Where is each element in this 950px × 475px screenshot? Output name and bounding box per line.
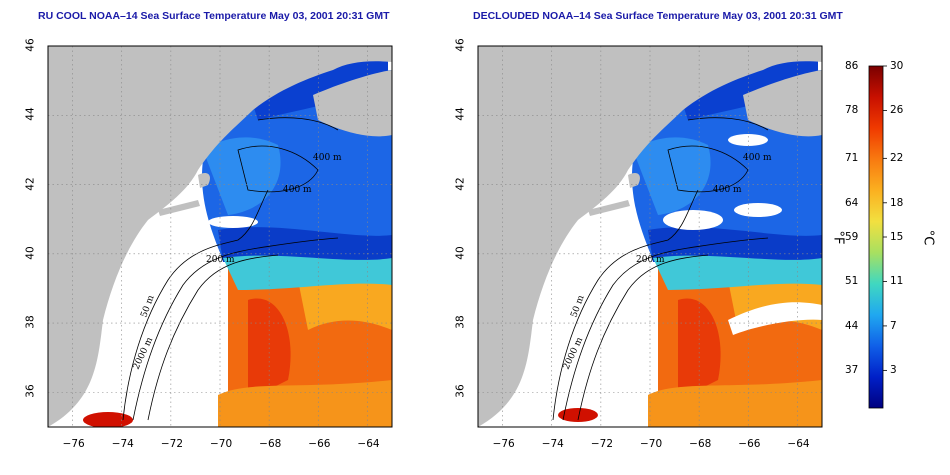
latitude-tick-label: 40 — [454, 246, 467, 260]
cloud-streak — [728, 302, 822, 335]
latitude-tick-label: 42 — [454, 176, 467, 191]
cloud-patch — [734, 203, 782, 217]
longitude-tick-label: −66 — [308, 438, 331, 450]
contour-label: 400 m — [743, 153, 772, 163]
colorbar-fahrenheit-label: 71 — [845, 152, 859, 165]
latitude-tick-label: 46 — [24, 38, 37, 52]
red-core-water — [248, 298, 291, 400]
longitude-tick-label: −66 — [738, 438, 761, 450]
warm-water-south — [218, 380, 392, 427]
cold-slope-water — [218, 227, 392, 262]
longitude-tick-label: −72 — [590, 438, 614, 450]
long-island — [588, 200, 630, 216]
long-island — [158, 200, 200, 216]
longitude-tick-label: −68 — [689, 438, 712, 450]
gulf-of-maine-water — [248, 58, 388, 120]
latitude-tick-label: 36 — [24, 384, 37, 399]
bathymetry-contour — [147, 254, 279, 421]
cold-slope-water — [648, 227, 822, 262]
colorbar-gradient — [868, 65, 884, 409]
colorbar-fahrenheit-label: 78 — [845, 104, 859, 117]
left-panel-title: RU COOL NOAA–14 Sea Surface Temperature … — [38, 10, 390, 22]
bathymetry-contour — [667, 145, 749, 193]
bathymetry-contour — [687, 117, 769, 131]
latitude-tick-label: 38 — [24, 315, 37, 329]
colorbar-celsius-label: 3 — [890, 364, 897, 377]
contour-label: 400 m — [713, 185, 742, 195]
longitude-tick-label: −76 — [62, 438, 85, 450]
colorbar-celsius-label: 15 — [890, 231, 904, 243]
longitude-tick-label: −74 — [111, 438, 134, 450]
warm-water-patch — [558, 408, 598, 422]
latitude-tick-label: 42 — [24, 176, 37, 191]
transition-water-band — [653, 255, 822, 290]
bathymetry-contour — [577, 254, 709, 421]
colorbar-fahrenheit-label: 64 — [845, 196, 859, 209]
colorbar-celsius-label: 30 — [890, 60, 904, 72]
celsius-unit-label: °C — [920, 229, 936, 246]
longitude-tick-label: −74 — [541, 438, 564, 450]
colorbar-fahrenheit-label: 37 — [845, 364, 859, 377]
bathymetry-contour — [122, 189, 269, 421]
colorbar-celsius-label: 26 — [890, 104, 904, 117]
bathymetry-contour — [562, 237, 769, 421]
colorbar-celsius-label: 11 — [890, 275, 904, 288]
bathymetry-contour — [237, 145, 319, 193]
colorbar-fahrenheit-label: 44 — [845, 319, 859, 332]
latitude-tick-label: 46 — [454, 38, 467, 52]
contour-label: 400 m — [313, 153, 342, 163]
cloud-patch — [208, 216, 258, 228]
latitude-tick-label: 44 — [454, 107, 467, 121]
longitude-tick-label: −76 — [492, 438, 515, 450]
cool-water-shelf — [633, 137, 711, 215]
colorbar-celsius-label: 7 — [890, 319, 897, 332]
warm-water-patch — [83, 412, 133, 427]
colorbar-celsius-label: 22 — [890, 152, 904, 165]
longitude-tick-label: −70 — [210, 438, 233, 450]
longitude-tick-label: −64 — [357, 438, 380, 450]
cloud-patch — [663, 210, 723, 230]
mainland-north-america — [48, 46, 392, 427]
red-core-water — [678, 298, 721, 400]
right-panel-title: DECLOUDED NOAA–14 Sea Surface Temperatur… — [473, 10, 843, 22]
transition-water-band — [223, 255, 392, 290]
fahrenheit-unit-label: °F — [830, 230, 846, 245]
cloud-patch — [728, 134, 768, 146]
nova-scotia — [313, 70, 392, 137]
bathymetry-contour — [552, 189, 699, 421]
latitude-tick-label: 36 — [454, 384, 467, 399]
warm-water-south — [648, 380, 822, 427]
longitude-tick-label: −64 — [787, 438, 810, 450]
latitude-tick-label: 38 — [454, 315, 467, 329]
nova-scotia — [743, 70, 822, 137]
mainland-north-america — [478, 46, 822, 427]
longitude-tick-label: −70 — [640, 438, 663, 450]
bathymetry-contour — [132, 237, 339, 421]
longitude-tick-label: −72 — [160, 438, 184, 450]
colorbar — [868, 65, 887, 409]
map-frame — [47, 45, 393, 428]
latitude-tick-label: 44 — [24, 107, 37, 121]
latitude-tick-label: 40 — [24, 246, 37, 260]
longitude-tick-label: −68 — [259, 438, 282, 450]
map-frame — [477, 45, 823, 428]
contour-label: 400 m — [283, 185, 312, 195]
colorbar-fahrenheit-label: 51 — [845, 275, 859, 288]
colorbar-fahrenheit-label: 59 — [845, 231, 859, 243]
colorbar-celsius-label: 18 — [890, 196, 904, 209]
colorbar-fahrenheit-label: 86 — [845, 60, 859, 72]
gulf-of-maine-water — [678, 58, 818, 120]
contour-label: 200 m — [636, 255, 665, 265]
contour-label: 200 m — [206, 255, 235, 265]
cool-water-shelf — [203, 137, 281, 215]
bathymetry-contour — [257, 117, 339, 131]
